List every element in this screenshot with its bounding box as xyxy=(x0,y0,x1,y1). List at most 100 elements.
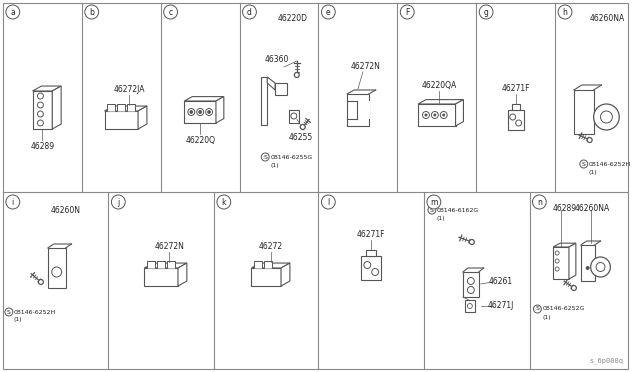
Circle shape xyxy=(6,5,20,19)
Polygon shape xyxy=(347,94,369,126)
Polygon shape xyxy=(145,263,187,268)
Circle shape xyxy=(261,153,269,161)
Polygon shape xyxy=(184,97,224,101)
Circle shape xyxy=(431,112,438,119)
Text: F: F xyxy=(405,7,410,16)
Circle shape xyxy=(52,267,61,277)
Circle shape xyxy=(321,195,335,209)
Polygon shape xyxy=(264,261,272,268)
Text: j: j xyxy=(117,198,120,206)
Text: n: n xyxy=(537,198,542,206)
Circle shape xyxy=(422,112,429,119)
Polygon shape xyxy=(178,263,187,286)
Circle shape xyxy=(198,110,202,113)
Circle shape xyxy=(190,110,193,113)
Text: S: S xyxy=(582,161,586,167)
Text: 46271F: 46271F xyxy=(502,83,530,93)
Polygon shape xyxy=(104,106,147,111)
Text: (1): (1) xyxy=(270,163,279,167)
Polygon shape xyxy=(366,250,376,256)
Text: b: b xyxy=(89,7,94,16)
Circle shape xyxy=(85,5,99,19)
Polygon shape xyxy=(456,100,463,126)
Polygon shape xyxy=(127,104,135,111)
Polygon shape xyxy=(512,104,520,110)
Text: l: l xyxy=(327,198,330,206)
Circle shape xyxy=(38,102,44,108)
Polygon shape xyxy=(255,261,262,268)
Polygon shape xyxy=(147,261,156,268)
Text: e: e xyxy=(326,7,331,16)
Text: 46260NA: 46260NA xyxy=(575,203,611,212)
Polygon shape xyxy=(508,110,524,130)
Text: 46220D: 46220D xyxy=(278,13,308,22)
Circle shape xyxy=(433,113,436,116)
Circle shape xyxy=(294,73,300,77)
Polygon shape xyxy=(252,268,281,286)
Circle shape xyxy=(479,5,493,19)
Circle shape xyxy=(207,110,211,113)
Polygon shape xyxy=(465,300,475,312)
Polygon shape xyxy=(33,91,52,129)
Text: 46272N: 46272N xyxy=(351,61,381,71)
Text: 46260NA: 46260NA xyxy=(590,13,625,22)
Polygon shape xyxy=(261,77,268,125)
Text: S: S xyxy=(7,310,11,314)
Polygon shape xyxy=(268,77,275,90)
Circle shape xyxy=(467,278,474,285)
Text: g: g xyxy=(484,7,488,16)
Circle shape xyxy=(558,5,572,19)
Circle shape xyxy=(572,285,577,291)
Circle shape xyxy=(111,195,125,209)
Text: 46220Q: 46220Q xyxy=(185,135,215,144)
Polygon shape xyxy=(216,97,224,123)
Circle shape xyxy=(586,266,589,270)
Circle shape xyxy=(5,308,13,316)
Polygon shape xyxy=(553,247,569,279)
Circle shape xyxy=(532,195,547,209)
Polygon shape xyxy=(117,104,125,111)
Polygon shape xyxy=(252,263,290,268)
Polygon shape xyxy=(108,104,115,111)
Text: 46261: 46261 xyxy=(488,278,513,286)
Text: (1): (1) xyxy=(589,170,597,174)
Text: 46289: 46289 xyxy=(553,203,577,212)
Circle shape xyxy=(300,125,305,129)
Polygon shape xyxy=(463,272,479,297)
Circle shape xyxy=(427,195,441,209)
Circle shape xyxy=(205,109,212,115)
Polygon shape xyxy=(289,110,299,123)
Text: 46260N: 46260N xyxy=(51,205,81,215)
Circle shape xyxy=(6,195,20,209)
Circle shape xyxy=(440,112,447,119)
Polygon shape xyxy=(157,261,165,268)
Circle shape xyxy=(38,111,44,117)
Circle shape xyxy=(428,206,436,214)
Text: 46272JA: 46272JA xyxy=(113,84,145,93)
Text: 08146-6252G: 08146-6252G xyxy=(542,307,585,311)
Circle shape xyxy=(321,5,335,19)
Circle shape xyxy=(442,113,445,116)
Text: (1): (1) xyxy=(437,215,445,221)
Circle shape xyxy=(217,195,231,209)
Text: 46220QA: 46220QA xyxy=(421,80,456,90)
Text: (1): (1) xyxy=(14,317,22,323)
Polygon shape xyxy=(48,248,65,288)
Text: a: a xyxy=(10,7,15,16)
Text: k: k xyxy=(221,198,226,206)
Circle shape xyxy=(38,93,44,99)
Circle shape xyxy=(580,160,588,168)
Circle shape xyxy=(596,263,605,272)
Text: s_6p000q: s_6p000q xyxy=(589,357,623,364)
Polygon shape xyxy=(184,101,216,123)
Circle shape xyxy=(534,305,541,313)
Text: S: S xyxy=(263,154,267,160)
Circle shape xyxy=(591,257,611,277)
Polygon shape xyxy=(418,104,456,126)
Polygon shape xyxy=(362,256,381,280)
Text: c: c xyxy=(168,7,173,16)
Text: h: h xyxy=(563,7,568,16)
Text: 46255: 46255 xyxy=(289,132,313,141)
Circle shape xyxy=(196,109,204,115)
Text: 08146-6255G: 08146-6255G xyxy=(270,154,312,160)
